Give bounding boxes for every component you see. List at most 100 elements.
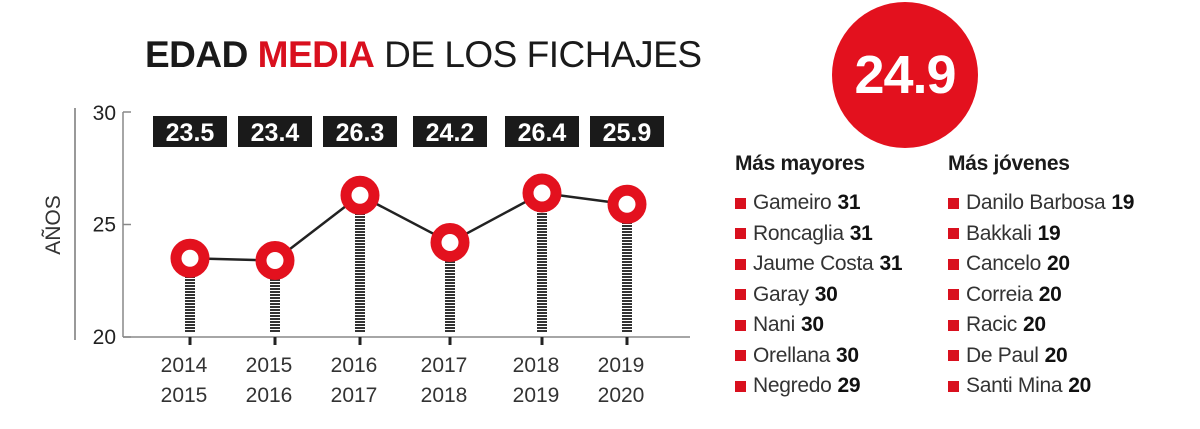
data-point bbox=[255, 241, 295, 280]
series-line bbox=[189, 191, 628, 262]
youngest-heading: Más jóvenes bbox=[948, 152, 1070, 175]
data-label: 24.2 bbox=[426, 119, 475, 147]
player-age: 31 bbox=[837, 191, 861, 215]
stem bbox=[185, 258, 195, 332]
player-name: Cancelo bbox=[966, 252, 1041, 276]
oldest-list: Más mayores Gameiro 31 Roncaglia 31 Jaume Co… bbox=[735, 152, 903, 402]
stem bbox=[622, 204, 632, 332]
bullet-icon bbox=[948, 380, 959, 392]
list-item: Roncaglia 31 bbox=[735, 219, 902, 250]
player-age: 19 bbox=[1037, 221, 1061, 245]
x-tick-label: 2019 bbox=[598, 354, 645, 377]
player-age: 31 bbox=[849, 221, 873, 245]
bullet-icon bbox=[948, 289, 959, 301]
bullet-icon bbox=[948, 197, 959, 209]
bullet-icon bbox=[735, 258, 746, 270]
stem bbox=[537, 193, 547, 332]
bullet-icon bbox=[948, 319, 959, 331]
x-tick-label: 2014 bbox=[161, 354, 208, 377]
list-item: Cancelo 20 bbox=[948, 249, 1134, 280]
player-name: Danilo Barbosa bbox=[966, 191, 1106, 215]
player-age: 20 bbox=[1044, 343, 1068, 367]
data-label: 23.5 bbox=[166, 119, 215, 147]
player-age: 31 bbox=[879, 252, 903, 276]
data-label: 23.4 bbox=[251, 119, 300, 147]
data-point bbox=[170, 238, 210, 278]
player-age: 29 bbox=[837, 374, 861, 398]
player-age: 20 bbox=[1038, 282, 1062, 306]
data-point bbox=[340, 175, 380, 215]
list-item: Orellana 30 bbox=[735, 341, 902, 372]
x-tick-label: 2017 bbox=[421, 354, 468, 377]
player-name: Roncaglia bbox=[753, 221, 844, 245]
x-tick-label: 2017 bbox=[331, 384, 378, 407]
stem bbox=[270, 260, 280, 332]
data-label-box bbox=[505, 116, 579, 147]
bullet-icon bbox=[735, 197, 746, 209]
data-label: 25.9 bbox=[603, 119, 652, 147]
list-item: Bakkali 19 bbox=[948, 219, 1134, 250]
player-age: 30 bbox=[814, 282, 838, 306]
player-name: Bakkali bbox=[966, 221, 1032, 245]
player-age: 20 bbox=[1068, 374, 1091, 398]
data-point bbox=[430, 223, 470, 262]
title-part3: DE LOS FICHAJES bbox=[384, 34, 702, 75]
youngest-list: Más jóvenes Danilo Barbosa 19 Bakkali 19 Can… bbox=[948, 152, 1134, 402]
bullet-icon bbox=[948, 228, 959, 240]
player-name: Nani bbox=[753, 313, 795, 337]
bullet-icon bbox=[948, 258, 959, 270]
data-label: 26.3 bbox=[336, 119, 385, 147]
player-name: Gameiro bbox=[753, 191, 832, 215]
x-tick-label: 2020 bbox=[598, 384, 645, 407]
data-point bbox=[607, 184, 647, 224]
list-item: Santi Mina 20 bbox=[948, 371, 1134, 402]
chart-title: EDAD MEDIA DE LOS FICHAJES bbox=[145, 34, 702, 76]
list-item: Gameiro 31 bbox=[735, 188, 902, 219]
player-age: 19 bbox=[1111, 191, 1135, 215]
list-item: De Paul 20 bbox=[948, 341, 1134, 372]
data-label: 26.4 bbox=[518, 119, 567, 147]
data-point bbox=[522, 173, 562, 213]
player-age: 20 bbox=[1023, 313, 1046, 337]
list-item: Garay 30 bbox=[735, 280, 902, 311]
oldest-heading: Más mayores bbox=[735, 152, 865, 175]
title-part2: MEDIA bbox=[257, 34, 375, 75]
bullet-icon bbox=[948, 350, 959, 362]
list-item: Correia 20 bbox=[948, 280, 1134, 311]
x-tick-label: 2015 bbox=[246, 354, 293, 377]
data-label-box bbox=[413, 116, 487, 147]
x-tick-label: 2016 bbox=[331, 354, 378, 377]
player-age: 20 bbox=[1046, 252, 1070, 276]
x-tick-label: 2016 bbox=[246, 384, 293, 407]
list-item: Nani 30 bbox=[735, 310, 902, 341]
player-name: Santi Mina bbox=[966, 374, 1063, 398]
bullet-icon bbox=[735, 350, 746, 362]
y-tick-label: 30 bbox=[93, 102, 116, 125]
title-part1: EDAD bbox=[145, 34, 248, 75]
player-name: Correia bbox=[966, 282, 1033, 306]
bullet-icon bbox=[735, 319, 746, 331]
data-label-box bbox=[153, 116, 227, 147]
y-tick-label: 25 bbox=[93, 214, 116, 237]
line-chart: AÑOS 20 25 30 23.5 2014 2015 23.4 2015 2016 26.3 20… bbox=[41, 102, 690, 407]
bullet-icon bbox=[735, 228, 746, 240]
average-badge: 24.9 bbox=[832, 2, 978, 148]
player-name: Jaume Costa bbox=[753, 252, 874, 276]
player-name: Orellana bbox=[753, 343, 830, 367]
player-name: Racic bbox=[966, 313, 1018, 337]
player-age: 30 bbox=[835, 343, 859, 367]
stem bbox=[445, 242, 455, 332]
y-axis-label: AÑOS bbox=[41, 195, 65, 255]
x-tick-label: 2019 bbox=[513, 384, 560, 407]
player-name: De Paul bbox=[966, 343, 1039, 367]
list-item: Danilo Barbosa 19 bbox=[948, 188, 1134, 219]
list-item: Negredo 29 bbox=[735, 371, 902, 402]
data-label-box bbox=[238, 116, 312, 147]
list-item: Racic 20 bbox=[948, 310, 1134, 341]
data-label-box bbox=[323, 116, 397, 147]
x-tick-label: 2015 bbox=[161, 384, 208, 407]
player-name: Negredo bbox=[753, 374, 832, 398]
player-name: Garay bbox=[753, 282, 809, 306]
player-age: 30 bbox=[801, 313, 824, 337]
stem bbox=[355, 195, 365, 332]
